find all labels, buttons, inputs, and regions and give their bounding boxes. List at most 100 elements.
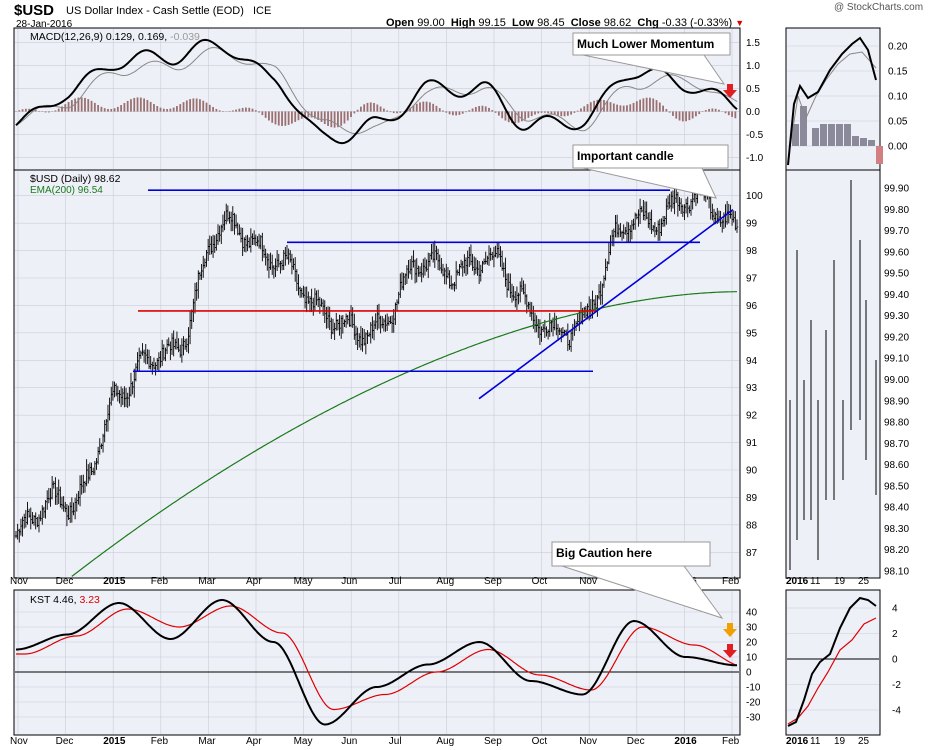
- macd-hist-bar: [491, 110, 494, 112]
- macd-zoom-hist-bar: [860, 138, 867, 146]
- macd-hist-bar: [632, 102, 635, 112]
- xaxis-label-top-1: Dec: [56, 576, 74, 587]
- xaxis-label-bottom-7: Jun: [341, 736, 357, 747]
- macd-hist-bar: [327, 111, 329, 126]
- macd-hist-bar: [248, 107, 251, 112]
- macd-hist-bar: [195, 98, 198, 112]
- macd-hist-bar: [724, 111, 727, 114]
- xaxis-label-bottom-13: Dec: [627, 736, 645, 747]
- macd-hist-bar: [70, 100, 73, 112]
- arrow-red-macd: [723, 84, 737, 98]
- macd-hist-bar: [685, 111, 687, 122]
- price-ytick-9: 91: [746, 438, 758, 449]
- price-zoom-ytick-9: 99.00: [884, 375, 909, 386]
- macd-hist-bar: [537, 111, 540, 114]
- xaxis-label-bottom-14: 2016: [674, 736, 697, 747]
- price-zoom-ytick-14: 98.50: [884, 481, 909, 492]
- macd-zoom-hist-bar: [792, 124, 799, 146]
- macd-hist-bar: [691, 111, 694, 119]
- macd-hist-bar: [143, 98, 146, 112]
- macd-hist-bar: [258, 111, 260, 113]
- macd-ytick-4: -0.5: [746, 130, 764, 141]
- macd-hist-bar: [461, 111, 464, 114]
- macd-hist-bar: [281, 111, 283, 126]
- macd-ytick-0: 1.5: [746, 38, 760, 49]
- xaxis-label-bottom-4: Mar: [198, 736, 216, 747]
- macd-hist-bar: [333, 111, 336, 128]
- macd-legend-signal: 0.169,: [138, 31, 168, 43]
- macd-hist-bar: [297, 111, 300, 121]
- macd-hist-bar: [639, 99, 642, 112]
- kst-legend-value: 4.46,: [53, 594, 77, 606]
- xaxis-label-bottom-6: May: [294, 736, 313, 747]
- macd-zoom-ytick-2: 0.10: [888, 92, 908, 103]
- macd-hist-bar: [445, 111, 448, 113]
- macd-hist-bar: [317, 111, 320, 120]
- macd-hist-bar: [471, 108, 474, 112]
- macd-hist-bar: [156, 106, 159, 112]
- macd-hist-bar: [103, 108, 106, 112]
- price-panel-bg: [13, 169, 741, 579]
- price-ytick-13: 87: [746, 548, 758, 559]
- macd-hist-bar: [241, 107, 244, 112]
- macd-zoom-hist-bar: [820, 124, 827, 146]
- macd-hist-bar: [734, 111, 737, 119]
- price-zoom-ytick-17: 98.20: [884, 545, 909, 556]
- macd-hist-bar: [530, 111, 533, 117]
- macd-hist-bar: [90, 100, 93, 112]
- macd-hist-bar: [202, 100, 205, 112]
- chart-date: 28-Jan-2016: [16, 19, 73, 30]
- kst-ytick-2: 20: [746, 638, 758, 649]
- price-ytick-7: 93: [746, 383, 758, 394]
- macd-hist-bar: [130, 99, 132, 112]
- macd-hist-bar: [672, 111, 674, 116]
- macd-hist-bar: [698, 111, 701, 115]
- xaxis-label-bottom-8: Jul: [389, 736, 402, 747]
- macd-hist-bar: [97, 104, 100, 112]
- open-value: 99.00: [417, 17, 445, 29]
- macd-hist-bar: [369, 102, 372, 112]
- macd-hist-bar: [192, 98, 195, 112]
- macd-hist-bar: [126, 100, 129, 112]
- annotation-momentum-text: Much Lower Momentum: [577, 37, 714, 51]
- price-zoom-ytick-2: 99.70: [884, 226, 909, 237]
- macd-hist-bar: [566, 111, 569, 116]
- macd-line: [15, 38, 738, 145]
- macd-hist-bar: [320, 111, 323, 122]
- macd-hist-bar: [517, 111, 520, 123]
- macd-hist-bar: [238, 108, 241, 112]
- macd-hist-bar: [366, 102, 369, 112]
- macd-hist-bar: [504, 111, 507, 121]
- low-value: 98.45: [537, 17, 565, 29]
- macd-hist-bar: [268, 111, 270, 121]
- macd-hist-bar: [61, 106, 63, 112]
- xaxis-label-bottom-12: Nov: [579, 736, 597, 747]
- macd-hist-bar: [619, 105, 622, 112]
- macd-hist-bar: [271, 111, 274, 123]
- macd-hist-bar: [415, 103, 418, 112]
- macd-hist-bar: [727, 111, 730, 116]
- macd-hist-bar: [133, 97, 136, 112]
- macd-hist-bar: [179, 104, 182, 112]
- macd-hist-bar: [80, 97, 83, 112]
- macd-hist-bar: [169, 108, 172, 112]
- xaxis-label-bottom-11: Oct: [532, 736, 548, 747]
- macd-hist-bar: [573, 111, 576, 113]
- macd-hist-bar: [330, 111, 333, 128]
- macd-hist-bar: [593, 100, 596, 112]
- macd-hist-bar: [149, 101, 152, 112]
- macd-hist-bar: [616, 104, 619, 112]
- xaxis-label-top-6: May: [294, 576, 313, 587]
- kst-ytick-4: 0: [746, 668, 752, 679]
- macd-hist-bar: [110, 108, 113, 112]
- macd-hist-bar: [704, 110, 707, 112]
- zoom-xaxis-label-bottom-2: 19: [834, 736, 846, 747]
- macd-hist-bar: [419, 102, 421, 112]
- macd-hist-bar: [560, 111, 563, 117]
- macd-hist-bar: [409, 107, 412, 112]
- macd-hist-bar: [287, 111, 290, 125]
- macd-zoom-hist-bar: [836, 124, 843, 146]
- macd-hist-bar: [389, 111, 392, 113]
- price-legend-symbol: $USD (Daily) 98.62: [30, 173, 121, 185]
- price-zoom-ytick-15: 98.40: [884, 503, 909, 514]
